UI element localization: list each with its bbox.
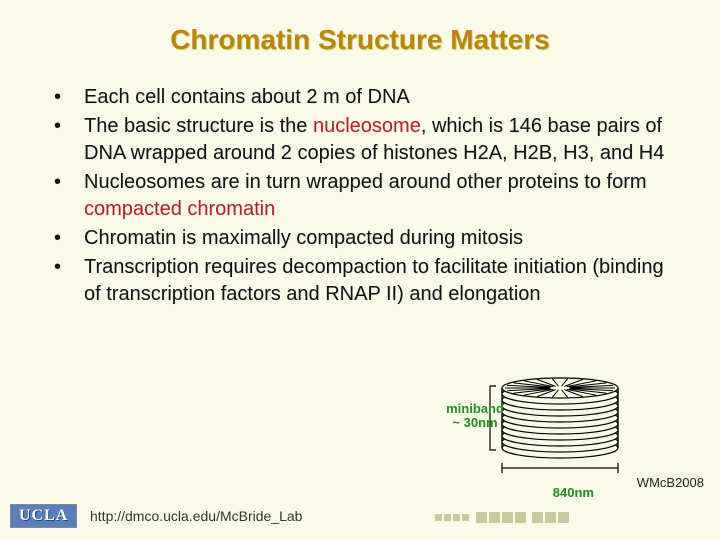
miniband-label-line2: ~ 30nm xyxy=(452,415,497,430)
footer: UCLA http://dmco.ucla.edu/McBride_Lab xyxy=(0,504,720,532)
bullet-item: Chromatin is maximally compacted during … xyxy=(48,225,680,252)
bullet-list: Each cell contains about 2 m of DNA The … xyxy=(40,84,680,308)
decorative-dots xyxy=(434,508,570,526)
ucla-badge: UCLA xyxy=(10,504,77,528)
miniband-svg xyxy=(450,374,630,494)
footer-url: http://dmco.ucla.edu/McBride_Lab xyxy=(90,508,302,524)
bullet-item: Nucleosomes are in turn wrapped around o… xyxy=(48,169,680,223)
miniband-label-line1: miniband xyxy=(446,401,504,416)
slide-title: Chromatin Structure Matters xyxy=(40,24,680,56)
miniband-label: miniband ~ 30nm xyxy=(440,402,510,431)
bullet-text: Each cell contains about 2 m of DNA xyxy=(84,86,410,108)
miniband-diagram: miniband ~ 30nm 840nm xyxy=(450,374,630,494)
bullet-text: Transcription requires decompaction to f… xyxy=(84,256,664,305)
bullet-item: The basic structure is the nucleosome, w… xyxy=(48,113,680,167)
credit-text: WMcB2008 xyxy=(637,475,704,490)
slide: Chromatin Structure Matters Each cell co… xyxy=(0,0,720,540)
bullet-text: Chromatin is maximally compacted during … xyxy=(84,227,523,249)
highlight-text: compacted chromatin xyxy=(84,198,275,220)
bullet-item: Transcription requires decompaction to f… xyxy=(48,254,680,308)
width-label: 840nm xyxy=(553,485,594,500)
bullet-item: Each cell contains about 2 m of DNA xyxy=(48,84,680,111)
bullet-text: Nucleosomes are in turn wrapped around o… xyxy=(84,171,647,193)
highlight-text: nucleosome xyxy=(313,115,421,137)
bullet-text: The basic structure is the xyxy=(84,115,313,137)
